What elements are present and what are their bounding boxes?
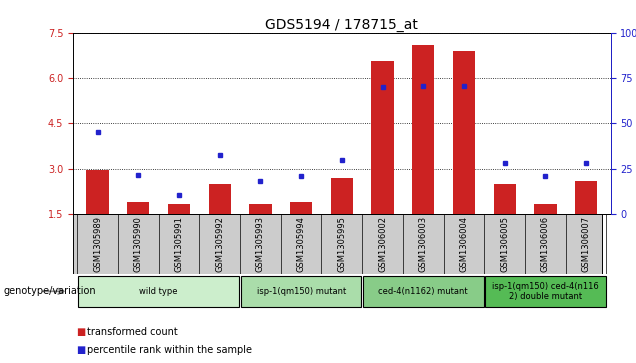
Bar bbox=[168, 204, 190, 214]
Text: GSM1306002: GSM1306002 bbox=[378, 216, 387, 272]
Text: GSM1305995: GSM1305995 bbox=[337, 216, 347, 272]
Bar bbox=[575, 181, 597, 214]
Bar bbox=[86, 170, 109, 214]
Bar bbox=[453, 51, 475, 214]
Title: GDS5194 / 178715_at: GDS5194 / 178715_at bbox=[265, 18, 418, 32]
Bar bbox=[249, 204, 272, 214]
FancyBboxPatch shape bbox=[241, 276, 361, 307]
Text: genotype/variation: genotype/variation bbox=[3, 286, 96, 296]
FancyBboxPatch shape bbox=[485, 276, 605, 307]
Text: ■: ■ bbox=[76, 345, 86, 355]
Text: transformed count: transformed count bbox=[87, 327, 178, 337]
Text: GSM1306005: GSM1306005 bbox=[500, 216, 509, 272]
Bar bbox=[290, 202, 312, 214]
Bar bbox=[412, 45, 434, 214]
Bar bbox=[371, 61, 394, 214]
Text: isp-1(qm150) mutant: isp-1(qm150) mutant bbox=[256, 287, 346, 296]
Text: GSM1305993: GSM1305993 bbox=[256, 216, 265, 272]
Bar bbox=[331, 178, 353, 214]
Text: percentile rank within the sample: percentile rank within the sample bbox=[87, 345, 252, 355]
Text: GSM1305990: GSM1305990 bbox=[134, 216, 142, 272]
Bar bbox=[494, 184, 516, 214]
Text: ■: ■ bbox=[76, 327, 86, 337]
Text: GSM1305994: GSM1305994 bbox=[296, 216, 306, 272]
Text: GSM1306007: GSM1306007 bbox=[582, 216, 591, 272]
Text: isp-1(qm150) ced-4(n116
2) double mutant: isp-1(qm150) ced-4(n116 2) double mutant bbox=[492, 282, 598, 301]
Text: GSM1305992: GSM1305992 bbox=[215, 216, 225, 272]
Text: GSM1305991: GSM1305991 bbox=[174, 216, 184, 272]
Text: GSM1306006: GSM1306006 bbox=[541, 216, 550, 272]
Text: GSM1306004: GSM1306004 bbox=[459, 216, 469, 272]
Bar bbox=[534, 204, 556, 214]
Text: GSM1305989: GSM1305989 bbox=[93, 216, 102, 272]
Bar bbox=[127, 202, 149, 214]
FancyBboxPatch shape bbox=[78, 276, 239, 307]
FancyBboxPatch shape bbox=[363, 276, 483, 307]
Text: ced-4(n1162) mutant: ced-4(n1162) mutant bbox=[378, 287, 468, 296]
Text: wild type: wild type bbox=[139, 287, 178, 296]
Text: GSM1306003: GSM1306003 bbox=[418, 216, 428, 272]
Bar bbox=[209, 184, 231, 214]
